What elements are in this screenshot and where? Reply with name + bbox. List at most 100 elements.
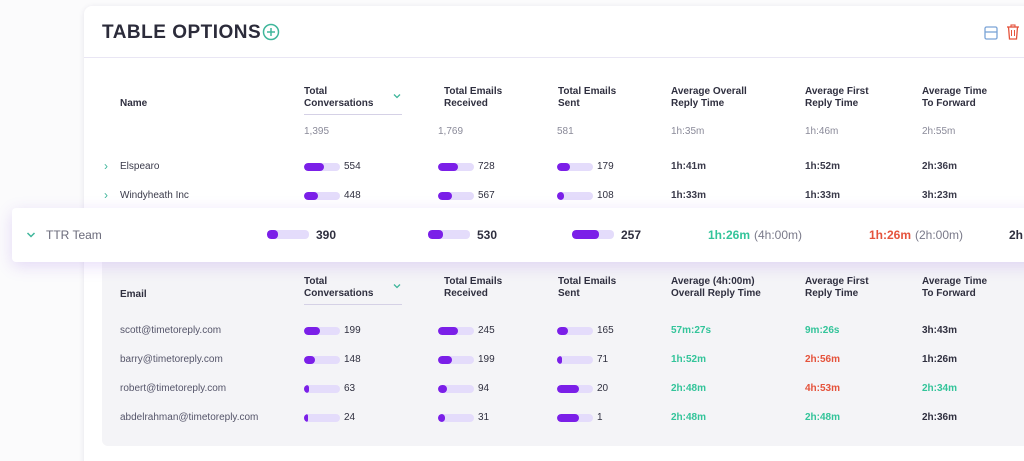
- time-to-forward: 2h:36m: [922, 161, 958, 172]
- row-name[interactable]: Windyheath Inc: [120, 190, 189, 201]
- column-header[interactable]: Total Emails: [558, 276, 617, 287]
- row-name[interactable]: Elspearo: [120, 161, 160, 172]
- column-header[interactable]: Received: [444, 98, 488, 109]
- received-bar: [438, 192, 474, 200]
- sent-bar: [557, 356, 593, 364]
- sent-bar: [557, 192, 593, 200]
- column-header[interactable]: Total: [304, 86, 328, 97]
- column-header[interactable]: Conversations: [304, 288, 374, 299]
- conversations-bar: [304, 192, 340, 200]
- column-header[interactable]: Sent: [558, 98, 580, 109]
- conversations-value: 554: [344, 161, 361, 172]
- column-header[interactable]: Received: [444, 288, 488, 299]
- column-header[interactable]: Average Time: [922, 86, 988, 97]
- column-header[interactable]: Email: [120, 289, 147, 300]
- received-value: 199: [478, 354, 495, 365]
- bar-fill: [557, 414, 579, 422]
- team-sent-bar: [572, 230, 614, 239]
- total-value: 1,395: [304, 126, 330, 137]
- team-reply: 1h:26m: [708, 228, 751, 242]
- first-reply-time: 2h:48m: [805, 412, 841, 423]
- column-header[interactable]: Average First: [805, 86, 869, 97]
- column-header[interactable]: Total Emails: [558, 86, 617, 97]
- bar-fill: [428, 230, 443, 239]
- team-conv-bar: [267, 230, 309, 239]
- reply-time: 1h:52m: [671, 354, 707, 365]
- team-recv: 530: [477, 228, 498, 242]
- conversations-value: 199: [344, 325, 361, 336]
- bar-fill: [557, 356, 563, 364]
- received-bar: [438, 414, 474, 422]
- column-header[interactable]: Total Emails: [444, 276, 503, 287]
- first-reply-time: 9m:26s: [805, 325, 840, 336]
- column-header[interactable]: Reply Time: [671, 98, 725, 109]
- row-email[interactable]: scott@timetoreply.com: [120, 325, 222, 336]
- bar-fill: [572, 230, 600, 239]
- conversations-bar: [304, 163, 340, 171]
- team-sent: 257: [621, 228, 642, 242]
- column-header[interactable]: Average Time: [922, 276, 988, 287]
- bar-fill: [304, 163, 324, 171]
- conversations-value: 448: [344, 190, 361, 201]
- column-header[interactable]: Average First: [805, 276, 869, 287]
- total-value: 1,769: [438, 126, 464, 137]
- conversations-bar: [304, 356, 340, 364]
- sent-bar: [557, 327, 593, 335]
- received-bar: [438, 327, 474, 335]
- plus-circle-icon[interactable]: [262, 23, 280, 41]
- bar-fill: [438, 192, 453, 200]
- column-header[interactable]: Average Overall: [671, 86, 747, 97]
- chevron-down-icon[interactable]: [26, 230, 36, 240]
- received-bar: [438, 356, 474, 364]
- sent-value: 179: [597, 161, 614, 172]
- chevron-down-icon[interactable]: [393, 282, 401, 290]
- row-email[interactable]: barry@timetoreply.com: [120, 354, 223, 365]
- column-header[interactable]: Average (4h:00m): [671, 276, 755, 287]
- bar-fill: [438, 163, 458, 171]
- reply-time: 57m:27s: [671, 325, 712, 336]
- column-header[interactable]: Reply Time: [805, 288, 859, 299]
- column-header[interactable]: Reply Time: [805, 98, 859, 109]
- column-header[interactable]: To Forward: [922, 98, 976, 109]
- received-bar: [438, 163, 474, 171]
- bar-fill: [267, 230, 278, 239]
- time-to-forward: 3h:43m: [922, 325, 958, 336]
- first-reply-time: 1h:33m: [805, 190, 841, 201]
- conversations-value: 63: [344, 383, 356, 394]
- chevron-down-icon[interactable]: [393, 92, 401, 100]
- reply-time: 2h:48m: [671, 383, 707, 394]
- row-email[interactable]: abdelrahman@timetoreply.com: [120, 412, 259, 423]
- chevron-right-icon[interactable]: ›: [104, 188, 108, 202]
- received-value: 728: [478, 161, 495, 172]
- page-title: TABLE OPTIONS: [102, 22, 262, 43]
- team-name: TTR Team: [46, 228, 102, 242]
- table-row-team-expanded[interactable]: TTR Team 390 530 257 1h:26m (4h:00m) 1h:…: [12, 208, 1024, 262]
- team-first: 1h:26m: [869, 228, 912, 242]
- sent-bar: [557, 163, 593, 171]
- first-reply-time: 1h:52m: [805, 161, 841, 172]
- trash-icon[interactable]: [1006, 24, 1020, 40]
- bar-fill: [304, 327, 321, 335]
- column-header[interactable]: Total Emails: [444, 86, 503, 97]
- column-header[interactable]: Name: [120, 98, 148, 109]
- bar-fill: [557, 163, 570, 171]
- column-header[interactable]: To Forward: [922, 288, 976, 299]
- card-header: TABLE OPTIONS: [84, 6, 1024, 58]
- sent-bar: [557, 414, 593, 422]
- sent-bar: [557, 385, 593, 393]
- column-header[interactable]: Total: [304, 276, 328, 287]
- chevron-right-icon[interactable]: ›: [104, 159, 108, 173]
- conversations-bar: [304, 327, 340, 335]
- time-to-forward: 1h:26m: [922, 354, 958, 365]
- first-reply-time: 4h:53m: [805, 383, 841, 394]
- column-header[interactable]: Overall Reply Time: [671, 288, 761, 299]
- sent-value: 20: [597, 383, 609, 394]
- sort-underline: [304, 114, 402, 115]
- received-value: 567: [478, 190, 495, 201]
- save-icon[interactable]: [984, 26, 998, 40]
- column-header[interactable]: Conversations: [304, 98, 374, 109]
- time-to-forward: 2h:34m: [922, 383, 958, 394]
- row-email[interactable]: robert@timetoreply.com: [120, 383, 227, 394]
- column-header[interactable]: Sent: [558, 288, 580, 299]
- sent-value: 108: [597, 190, 614, 201]
